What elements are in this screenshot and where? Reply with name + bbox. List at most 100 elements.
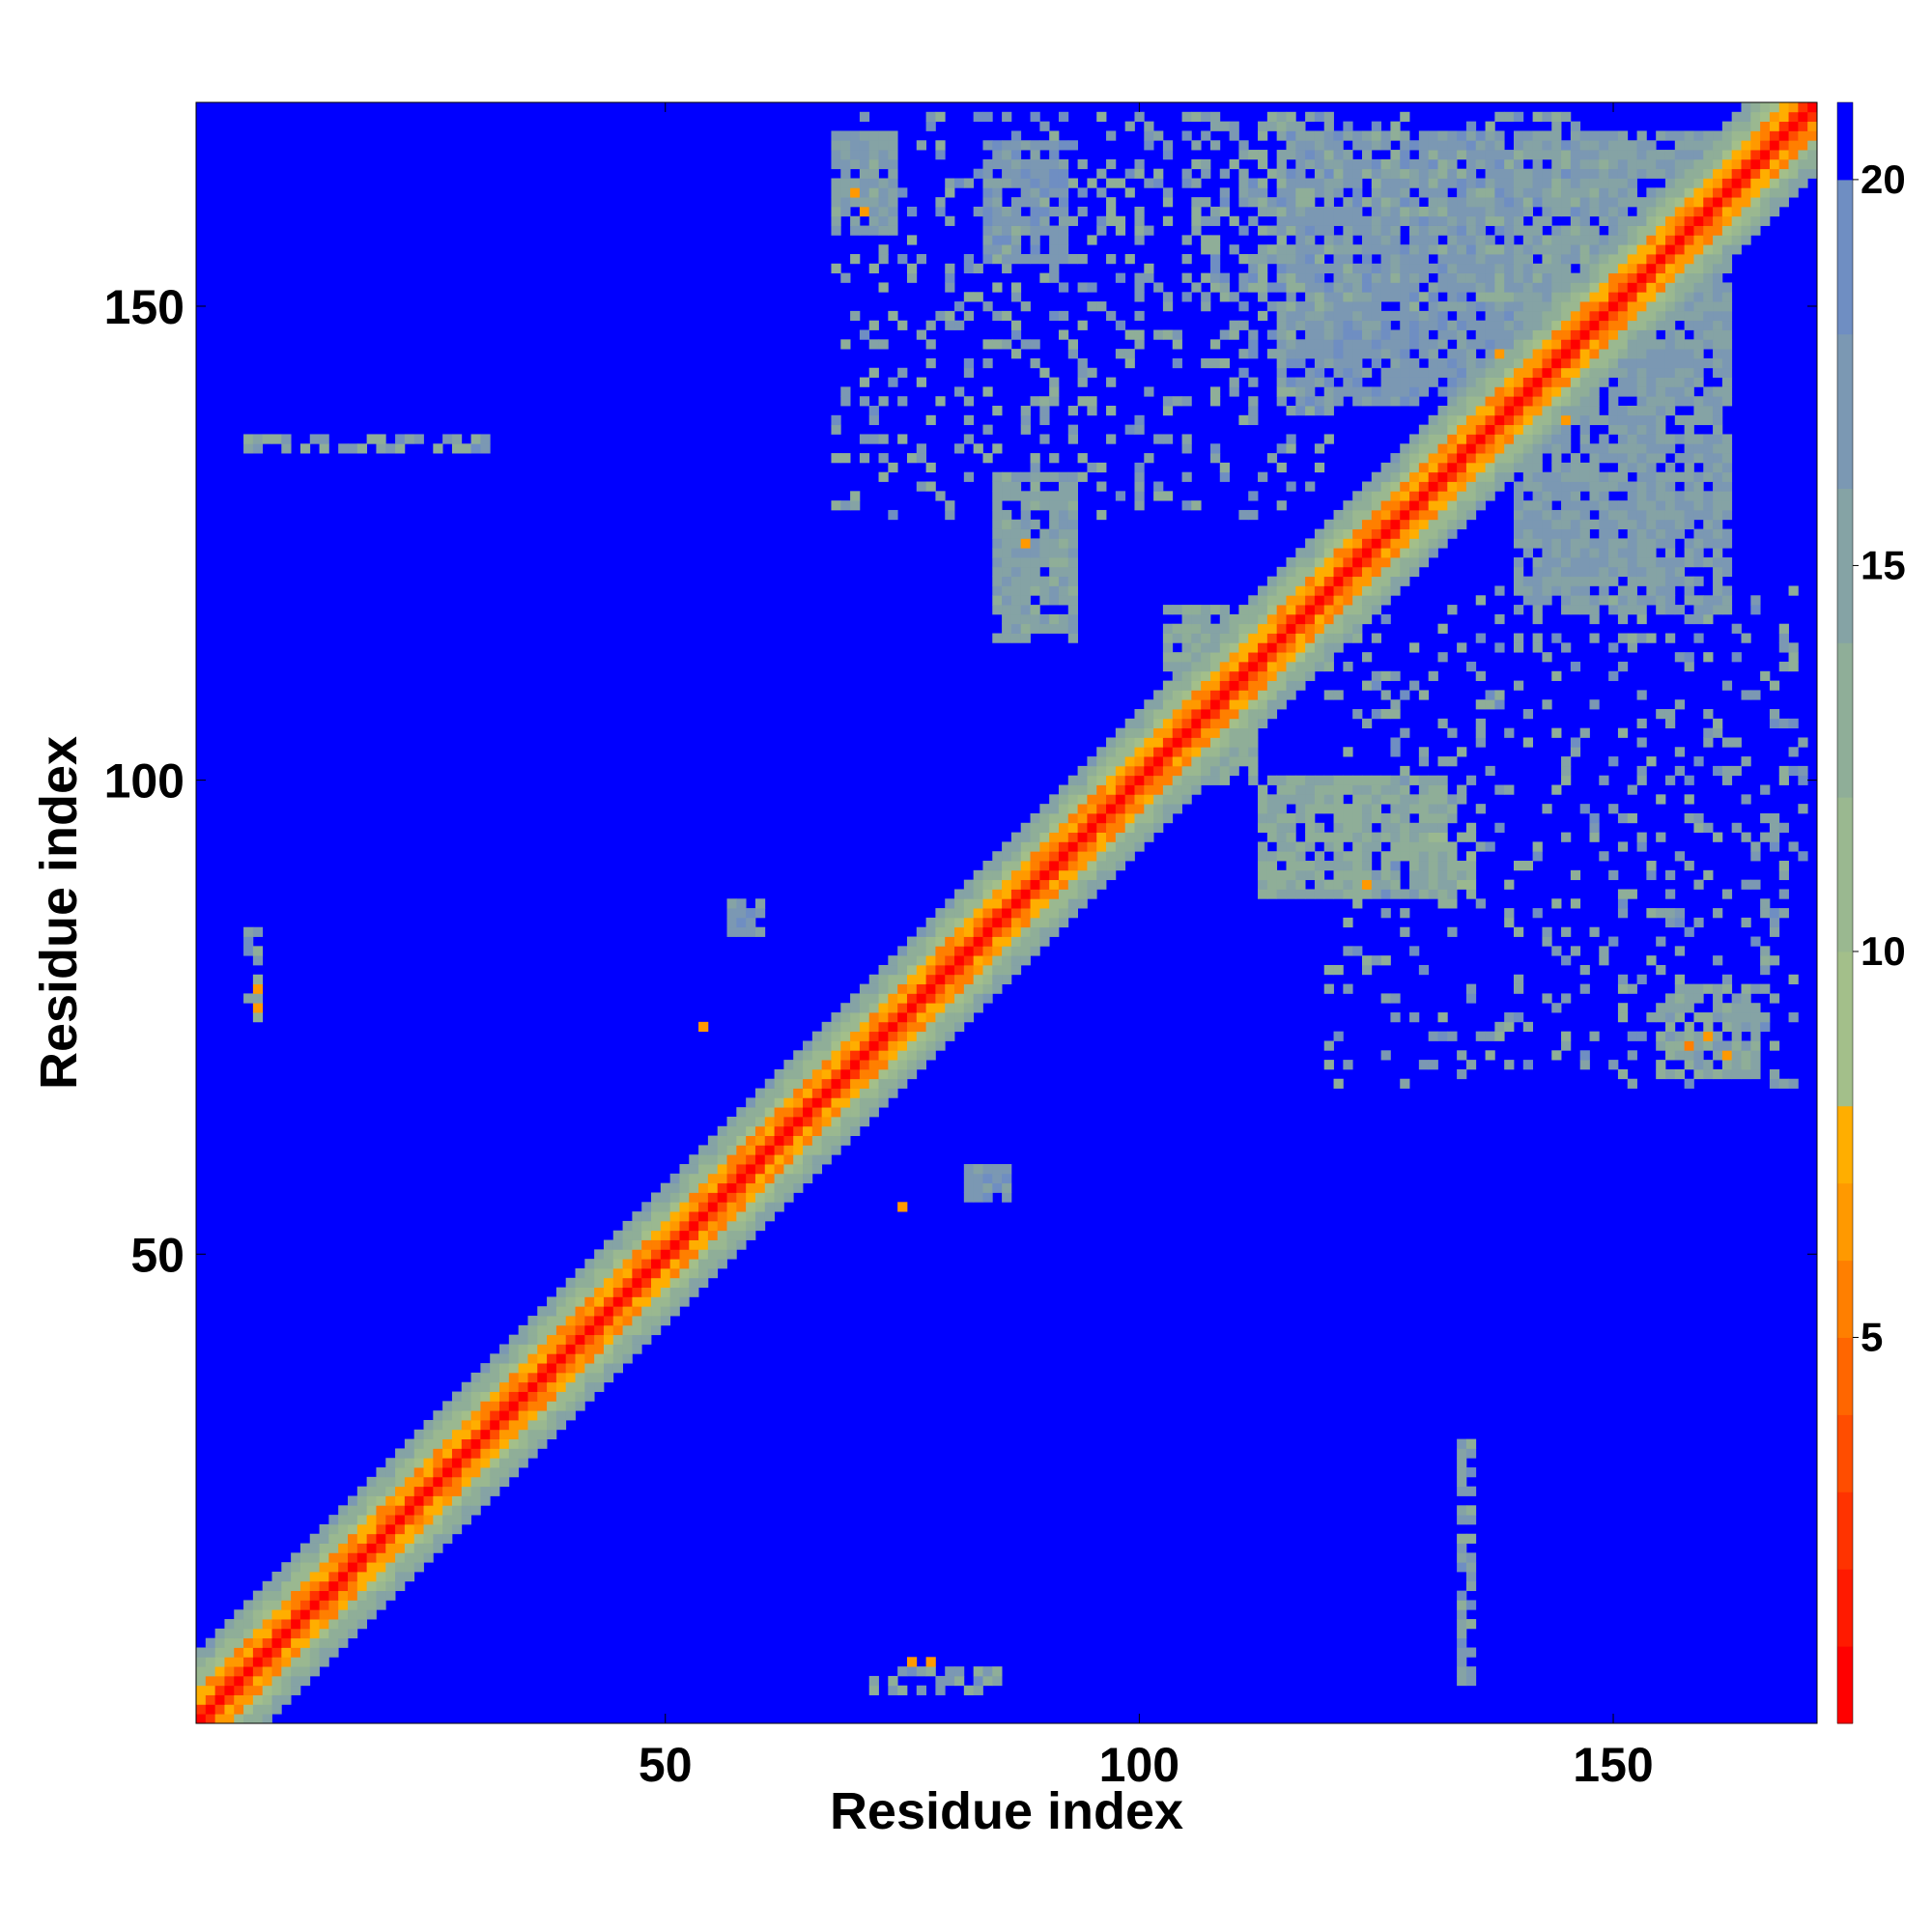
heatmap-cell (982, 936, 993, 947)
heatmap-cell (1617, 595, 1629, 606)
heatmap-cell (1067, 528, 1078, 539)
heatmap-cell (1343, 822, 1353, 833)
heatmap-cell (1286, 670, 1296, 681)
heatmap-cell (982, 1164, 993, 1175)
heatmap-cell (1589, 822, 1600, 833)
heatmap-cell (1295, 282, 1306, 293)
heatmap-cell (1513, 215, 1524, 226)
heatmap-cell (945, 320, 955, 330)
heatmap-cell (1333, 244, 1344, 255)
heatmap-cell (1437, 320, 1448, 330)
heatmap-cell (831, 1116, 841, 1127)
heatmap-cell (1333, 509, 1344, 521)
heatmap-cell (1305, 263, 1316, 274)
heatmap-cell (1352, 585, 1363, 596)
heatmap-cell (1209, 670, 1221, 681)
heatmap-cell (1201, 633, 1211, 643)
heatmap-cell (1617, 1012, 1629, 1023)
heatmap-cell (1684, 661, 1694, 672)
heatmap-cell (1465, 1505, 1477, 1516)
heatmap-cell (205, 1704, 216, 1715)
heatmap-cell (1106, 756, 1117, 767)
heatmap-cell (1522, 292, 1534, 302)
heatmap-cell (1219, 206, 1230, 217)
heatmap-cell (1144, 453, 1154, 464)
heatmap-cell (1305, 538, 1316, 549)
heatmap-cell (1238, 187, 1249, 198)
heatmap-cell (395, 1467, 406, 1478)
heatmap-cell (698, 1202, 709, 1212)
heatmap-cell (1002, 225, 1012, 236)
heatmap-cell (1769, 709, 1780, 720)
heatmap-cell (1551, 633, 1562, 643)
heatmap-cell (1144, 727, 1154, 738)
heatmap-cell (1380, 794, 1391, 805)
heatmap-cell (1703, 206, 1714, 217)
heatmap-cell (1656, 481, 1666, 492)
heatmap-cell (1617, 197, 1629, 208)
heatmap-cell (1020, 471, 1031, 482)
heatmap-cell (925, 1021, 936, 1033)
heatmap-cell (1258, 889, 1268, 899)
heatmap-cell (1513, 339, 1524, 350)
heatmap-cell (1209, 357, 1221, 369)
heatmap-cell (404, 1438, 415, 1449)
heatmap-cell (1636, 301, 1647, 312)
heatmap-cell (1570, 548, 1581, 558)
heatmap-cell (679, 1202, 690, 1212)
heatmap-cell (850, 1021, 861, 1033)
heatmap-cell (1352, 206, 1363, 217)
heatmap-cell (461, 1410, 471, 1421)
heatmap-cell (555, 1363, 567, 1374)
heatmap-cell (1276, 357, 1287, 369)
heatmap-cell (1201, 756, 1211, 767)
heatmap-cell (803, 1145, 813, 1155)
heatmap-cell (736, 926, 747, 937)
heatmap-cell (1058, 528, 1069, 539)
heatmap-cell (433, 1543, 443, 1553)
heatmap-cell (1627, 254, 1637, 265)
heatmap-cell (252, 1657, 264, 1667)
heatmap-cell (1418, 832, 1430, 842)
heatmap-cell (811, 1050, 823, 1061)
heatmap-cell (1418, 272, 1430, 283)
heatmap-cell (1485, 491, 1495, 501)
heatmap-cell (679, 1192, 690, 1203)
heatmap-cell (1684, 310, 1694, 322)
heatmap-cell (1627, 481, 1637, 492)
heatmap-cell (1229, 737, 1239, 748)
heatmap-cell (1636, 434, 1647, 444)
heatmap-cell (1457, 747, 1467, 757)
heatmap-cell (992, 595, 1003, 606)
heatmap-cell (746, 1107, 756, 1118)
heatmap-cell (1485, 357, 1495, 369)
heatmap-cell (1248, 605, 1259, 615)
heatmap-cell (1494, 642, 1505, 653)
heatmap-cell (963, 1003, 975, 1013)
heatmap-cell (1087, 406, 1097, 416)
heatmap-cell (1323, 434, 1334, 444)
heatmap-cell (1465, 377, 1477, 387)
heatmap-cell (897, 1666, 908, 1677)
heatmap-cell (1589, 320, 1600, 330)
heatmap-cell (461, 1419, 471, 1431)
heatmap-cell (1286, 652, 1296, 663)
heatmap-cell (1153, 718, 1164, 729)
heatmap-cell (499, 1429, 510, 1440)
heatmap-cell (1352, 898, 1363, 909)
heatmap-cell (1608, 215, 1619, 226)
heatmap-cell (262, 1675, 272, 1687)
heatmap-cell (1191, 642, 1202, 653)
heatmap-cell (1798, 851, 1808, 862)
heatmap-cell (1276, 310, 1287, 322)
heatmap-cell (1352, 386, 1363, 397)
heatmap-cell (612, 1324, 623, 1336)
heatmap-cell (1058, 557, 1069, 568)
heatmap-cell (1447, 206, 1458, 217)
heatmap-cell (717, 1259, 727, 1269)
heatmap-cell (1599, 576, 1609, 586)
heatmap-cell (1219, 756, 1230, 767)
heatmap-cell (1096, 747, 1107, 757)
heatmap-cell (982, 974, 993, 984)
heatmap-cell (1485, 453, 1495, 464)
